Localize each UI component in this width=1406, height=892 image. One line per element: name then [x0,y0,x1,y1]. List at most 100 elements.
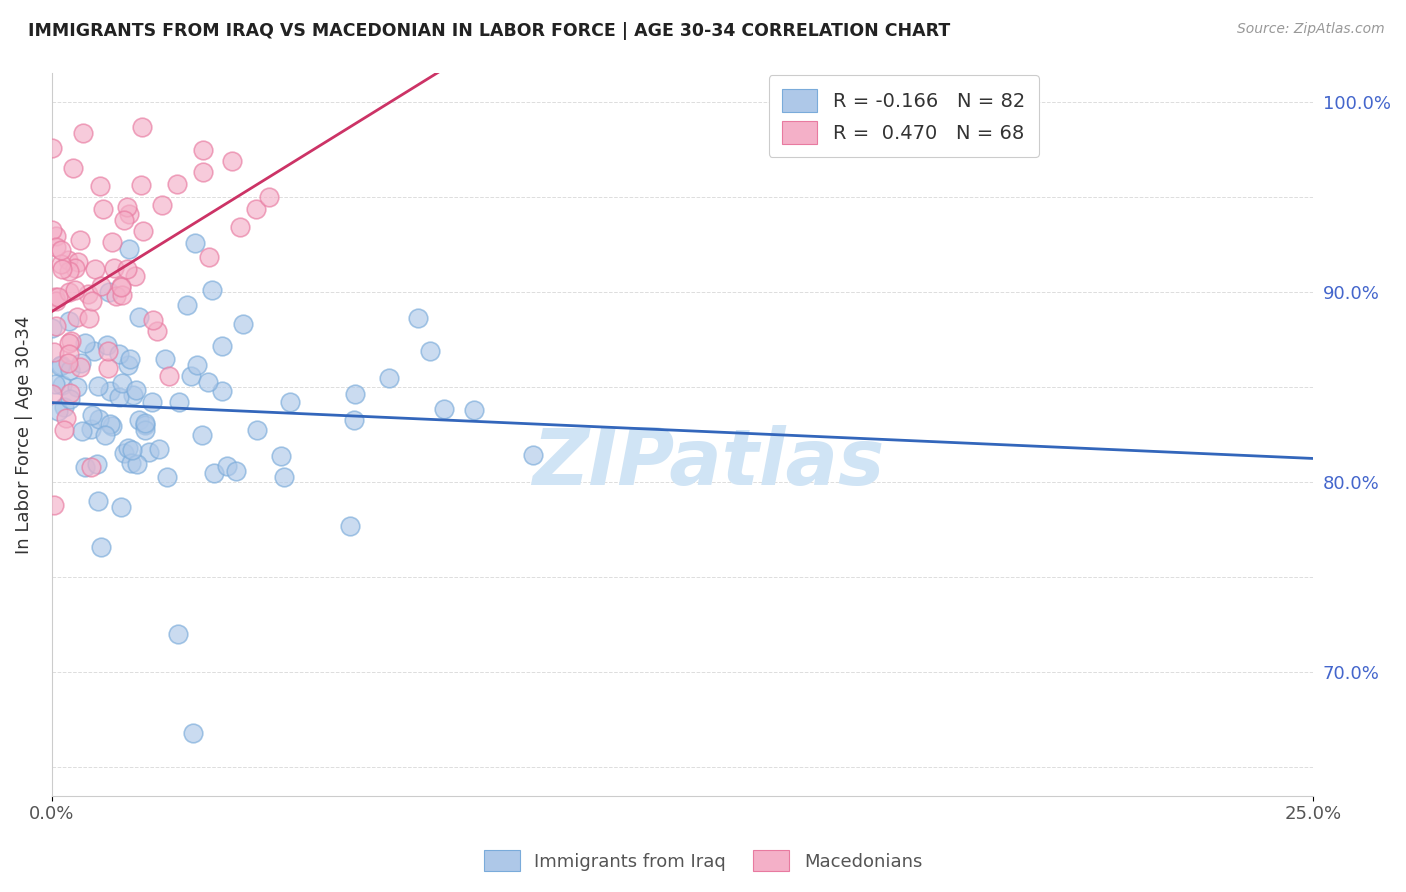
Point [41,387,63,401]
Text: ZIPatlas: ZIPatlas [531,425,884,501]
Point [191,427,214,442]
Point [52,401,75,415]
Point [108,346,131,360]
Point [406,310,429,325]
Point [63,260,86,275]
Point [60,334,83,349]
Point [134,417,156,432]
Point [463,402,485,417]
Point [111,376,134,390]
Point [215,459,238,474]
Point [49,243,72,257]
Point [120,456,142,470]
Point [156,469,179,483]
Point [98,285,121,299]
Point [44,376,66,391]
Point [49,257,72,271]
Point [45,239,67,253]
Point [56,252,79,267]
Point [69,359,91,374]
Point [166,627,188,641]
Point [115,262,138,277]
Point [110,500,132,515]
Point [46,290,69,304]
Point [259,190,281,204]
Point [146,324,169,338]
Point [93,428,115,442]
Point [142,313,165,327]
Point [124,268,146,283]
Point [101,418,124,433]
Point [45,318,67,333]
Point [522,448,544,462]
Point [211,339,233,353]
Point [378,370,401,384]
Point [193,164,215,178]
Point [80,422,103,436]
Point [198,251,221,265]
Point [59,392,82,406]
Point [58,264,80,278]
Point [129,178,152,192]
Point [44,290,66,304]
Point [202,466,225,480]
Point [77,287,100,301]
Point [100,384,122,398]
Point [98,417,121,432]
Point [80,459,103,474]
Point [245,202,267,216]
Point [124,384,146,398]
Point [128,413,150,427]
Point [180,368,202,383]
Point [343,412,366,426]
Point [273,470,295,484]
Legend: Immigrants from Iraq, Macedonians: Immigrants from Iraq, Macedonians [477,843,929,879]
Point [96,338,118,352]
Point [270,449,292,463]
Point [58,285,80,299]
Point [45,294,67,309]
Point [53,423,76,437]
Point [83,261,105,276]
Point [51,262,73,277]
Point [225,463,247,477]
Point [82,293,104,308]
Point [66,380,89,394]
Point [110,280,132,294]
Point [112,445,135,459]
Point [89,179,111,194]
Point [167,395,190,409]
Point [118,242,141,256]
Point [117,441,139,455]
Point [86,458,108,472]
Point [117,358,139,372]
Text: IMMIGRANTS FROM IRAQ VS MACEDONIAN IN LABOR FORCE | AGE 30-34 CORRELATION CHART: IMMIGRANTS FROM IRAQ VS MACEDONIAN IN LA… [28,22,950,40]
Point [58,314,80,328]
Point [128,310,150,325]
Point [176,298,198,312]
Point [69,234,91,248]
Point [83,343,105,358]
Point [70,424,93,438]
Point [134,423,156,437]
Point [115,200,138,214]
Point [201,283,224,297]
Point [103,260,125,275]
Point [131,120,153,135]
Point [339,519,361,533]
Point [134,416,156,430]
Point [41,321,63,335]
Point [59,363,82,377]
Point [51,378,73,392]
Point [66,310,89,324]
Point [77,310,100,325]
Point [82,408,104,422]
Point [221,153,243,168]
Point [148,442,170,456]
Point [166,178,188,192]
Point [112,213,135,227]
Point [118,207,141,221]
Point [419,343,441,358]
Point [101,235,124,249]
Point [186,359,208,373]
